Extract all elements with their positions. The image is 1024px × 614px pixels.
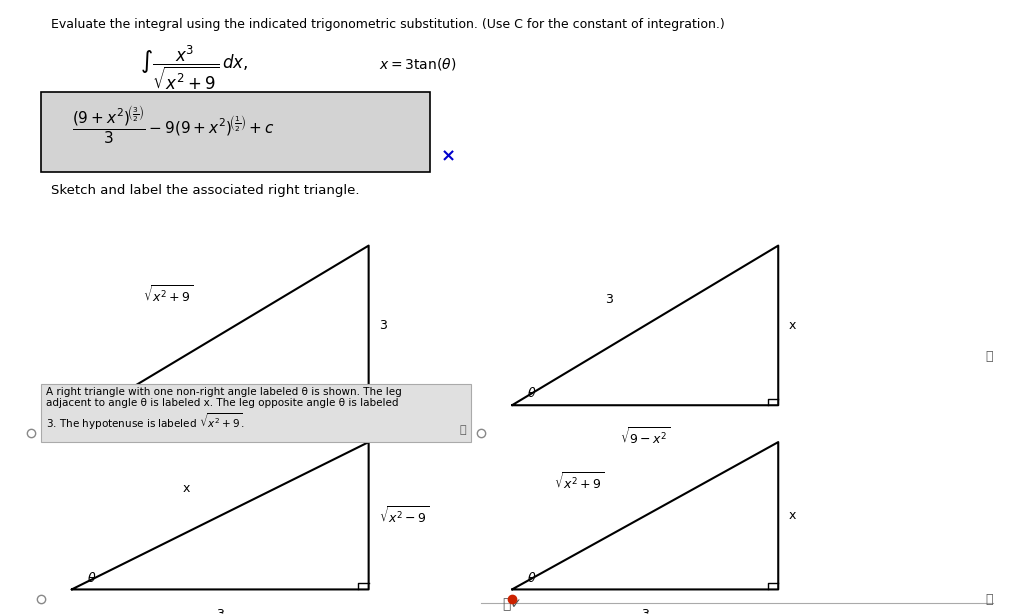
Text: x: x — [788, 509, 796, 523]
Text: $\theta$: $\theta$ — [527, 386, 537, 400]
Text: 3: 3 — [379, 319, 387, 332]
Text: A right triangle with one non-right angle labeled θ is shown. The leg
adjacent t: A right triangle with one non-right angl… — [46, 387, 401, 432]
Text: $\theta$: $\theta$ — [87, 570, 96, 585]
Text: $\sqrt{x^2-9}$: $\sqrt{x^2-9}$ — [379, 505, 429, 526]
Text: $\mathbf{\times}$: $\mathbf{\times}$ — [440, 148, 455, 166]
Text: ⓘ: ⓘ — [986, 349, 993, 363]
Text: $\theta$: $\theta$ — [527, 570, 537, 585]
Text: x: x — [183, 483, 190, 495]
Text: $\sqrt{9-x^2}$: $\sqrt{9-x^2}$ — [620, 427, 671, 448]
Text: $\sqrt{x^2+9}$: $\sqrt{x^2+9}$ — [554, 472, 604, 493]
Text: $\int \dfrac{x^3}{\sqrt{x^2+9}}\, dx,$: $\int \dfrac{x^3}{\sqrt{x^2+9}}\, dx,$ — [140, 43, 249, 92]
Text: ⓘ✓: ⓘ✓ — [502, 597, 522, 611]
Text: Evaluate the integral using the indicated trigonometric substitution. (Use C for: Evaluate the integral using the indicate… — [51, 18, 725, 31]
Text: 3: 3 — [605, 293, 613, 306]
Bar — [41, 92, 430, 172]
Text: Sketch and label the associated right triangle.: Sketch and label the associated right tr… — [51, 184, 359, 197]
Text: 3: 3 — [216, 608, 224, 614]
Text: $\dfrac{(9+x^2)^{\!\left(\frac{3}{2}\right)}}{3} - 9(9+x^2)^{\!\left(\frac{1}{2}: $\dfrac{(9+x^2)^{\!\left(\frac{3}{2}\rig… — [72, 106, 274, 146]
Text: x: x — [788, 319, 796, 332]
Text: $\sqrt{x^2+9}$: $\sqrt{x^2+9}$ — [143, 285, 194, 306]
Text: $\theta$: $\theta$ — [118, 386, 127, 400]
Bar — [41, 384, 471, 442]
Text: ⓘ: ⓘ — [986, 593, 993, 606]
Text: ⓘ: ⓘ — [460, 425, 466, 435]
Text: $x = 3\tan(\theta)$: $x = 3\tan(\theta)$ — [379, 56, 456, 72]
Text: 3: 3 — [641, 608, 649, 614]
